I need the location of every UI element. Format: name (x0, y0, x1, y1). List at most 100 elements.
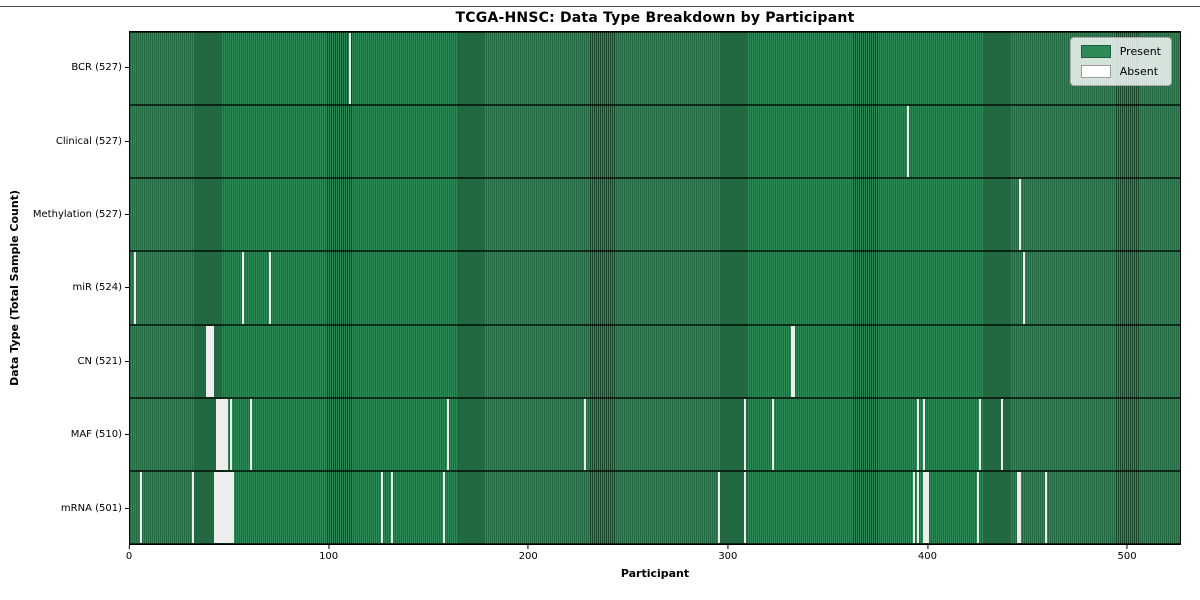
absent-mark (349, 33, 352, 105)
absent-mark (205, 325, 208, 397)
y-tick-mark (125, 434, 129, 436)
absent-mark (229, 471, 232, 543)
y-tick-label: Methylation (527) (32, 209, 122, 221)
x-tick-label: 300 (718, 551, 738, 562)
absent-mark (976, 471, 979, 543)
x-tick-label: 200 (518, 551, 538, 562)
legend-swatch-absent (1080, 65, 1111, 78)
absent-mark (1016, 471, 1019, 543)
legend-swatch-present (1080, 45, 1111, 58)
x-tick: 300 (718, 545, 737, 562)
x-tick-labels: 0 100 200 300 400 500 (126, 545, 1181, 567)
absent-mark (922, 471, 925, 543)
absent-mark (139, 471, 142, 543)
absent-mark (1018, 471, 1021, 543)
y-tick-label: MAF (510) (70, 429, 122, 441)
x-tick: 500 (1118, 545, 1137, 562)
absent-mark (917, 398, 919, 470)
y-tick-row: Clinical (527) (0, 104, 129, 177)
absent-mark (446, 398, 449, 470)
absent-mark (221, 471, 224, 543)
absent-mark (227, 471, 230, 543)
y-tick-row: BCR (527) (0, 31, 129, 104)
absent-mark (231, 471, 234, 543)
absent-mark (917, 471, 919, 543)
y-tick-label: BCR (527) (71, 62, 122, 74)
absent-mark (978, 398, 981, 470)
data-type-row-miR (130, 251, 1180, 325)
x-tick-mark (926, 545, 928, 549)
y-tick-mark (125, 214, 129, 216)
data-type-row-Methylation (130, 178, 1180, 252)
window-top-edge (0, 6, 1200, 7)
y-tick-mark (125, 287, 129, 289)
absent-mark (207, 325, 210, 397)
absent-mark (584, 398, 587, 470)
y-tick-mark (125, 140, 129, 142)
absent-mark (743, 471, 746, 543)
data-type-row-Clinical (130, 105, 1180, 179)
absent-mark (1018, 179, 1021, 251)
legend-item-absent: Absent (1080, 65, 1161, 78)
data-type-row-mRNA (130, 470, 1180, 544)
absent-mark (743, 398, 746, 470)
y-tick-row: CN (521) (0, 325, 129, 398)
x-tick-mark (128, 545, 130, 549)
legend: Present Absent (1069, 37, 1172, 86)
chart-title: TCGA-HNSC: Data Type Breakdown by Partic… (455, 10, 855, 26)
data-type-row-CN (130, 324, 1180, 398)
y-tick-row: MAF (510) (0, 398, 129, 471)
x-tick: 100 (319, 545, 338, 562)
absent-mark (191, 471, 194, 543)
absent-mark (215, 398, 218, 470)
y-tick-label: miR (524) (72, 282, 122, 294)
y-tick-mark (125, 67, 129, 69)
absent-mark (793, 325, 796, 397)
absent-mark (922, 398, 925, 470)
absent-mark (211, 325, 214, 397)
absent-mark (1000, 398, 1003, 470)
absent-mark (213, 471, 216, 543)
absent-mark (225, 398, 228, 470)
x-tick: 0 (126, 545, 132, 562)
heatmap-rows (130, 32, 1180, 544)
y-tick-label: Clinical (527) (55, 135, 122, 147)
absent-mark (209, 325, 212, 397)
data-type-row-BCR (130, 32, 1180, 106)
absent-mark (791, 325, 794, 397)
absent-mark (229, 398, 232, 470)
x-tick-mark (527, 545, 529, 549)
absent-mark (391, 471, 393, 543)
absent-mark (133, 252, 136, 324)
absent-mark (217, 398, 220, 470)
absent-mark (217, 471, 220, 543)
absent-mark (771, 398, 774, 470)
y-tick-row: mRNA (501) (0, 472, 129, 545)
absent-mark (442, 471, 445, 543)
absent-mark (1044, 471, 1047, 543)
x-tick-mark (727, 545, 729, 549)
absent-mark (241, 252, 244, 324)
absent-mark (907, 106, 910, 178)
absent-mark (1022, 252, 1025, 324)
legend-label-absent: Absent (1119, 65, 1159, 78)
data-type-row-MAF (130, 397, 1180, 471)
absent-mark (221, 398, 224, 470)
absent-mark (223, 471, 226, 543)
legend-label-present: Present (1119, 45, 1161, 58)
absent-mark (215, 471, 218, 543)
absent-mark (913, 471, 915, 543)
absent-mark (223, 398, 226, 470)
x-tick-label: 400 (917, 551, 938, 562)
y-tick-label: mRNA (501) (60, 502, 122, 514)
absent-mark (381, 471, 384, 543)
absent-mark (225, 471, 228, 543)
x-tick-mark (1126, 545, 1128, 549)
absent-mark (249, 398, 252, 470)
x-tick-mark (328, 545, 330, 549)
absent-mark (269, 252, 272, 324)
x-tick-label: 500 (1117, 551, 1137, 562)
x-tick: 400 (918, 545, 937, 562)
y-tick-mark (125, 507, 129, 509)
legend-item-present: Present (1080, 45, 1161, 58)
